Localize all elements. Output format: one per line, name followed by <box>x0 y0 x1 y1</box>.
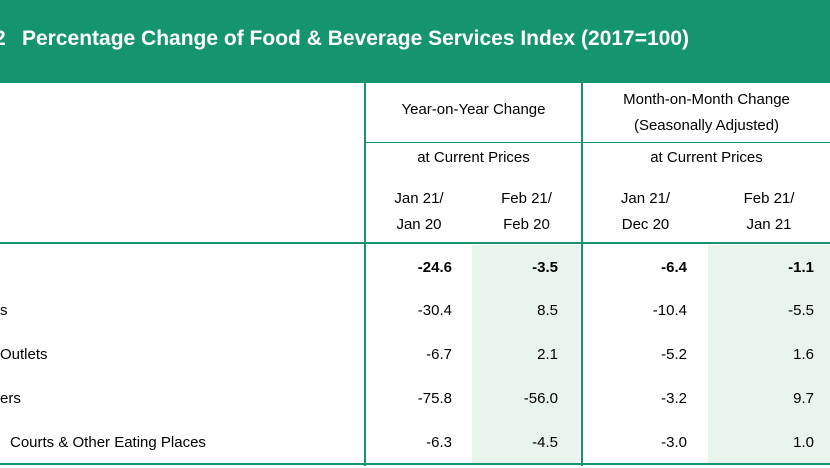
table-cell: -6.4 <box>661 259 687 276</box>
table-cell: -3.2 <box>661 390 687 407</box>
table-cell: 1.0 <box>793 434 814 451</box>
period-4-line2: Jan 21 <box>746 216 792 233</box>
table-cell: 2.1 <box>537 346 558 363</box>
shaded-column-yoy-feb <box>472 245 580 463</box>
period-3-line1: Jan 21/ <box>620 190 671 207</box>
header-mom-line2: (Seasonally Adjusted) <box>633 117 780 134</box>
table-cell: -24.6 <box>417 259 452 276</box>
row-label: Courts & Other Eating Places <box>10 434 206 451</box>
table-cell: 1.6 <box>793 346 814 363</box>
header-yoy-prices: at Current Prices <box>417 149 530 166</box>
table-cell: -75.8 <box>417 390 452 407</box>
table-cell: -5.2 <box>661 346 687 363</box>
period-2-line2: Feb 20 <box>503 216 550 233</box>
row-label: s <box>0 302 8 319</box>
period-1-line2: Jan 20 <box>396 216 442 233</box>
divider-yoy-mom <box>581 83 583 466</box>
row-label: Outlets <box>0 346 48 363</box>
table-cell: -30.4 <box>417 302 452 319</box>
header-yoy: Year-on-Year Change <box>401 101 546 118</box>
table-cell: -1.1 <box>788 259 814 276</box>
period-2-line1: Feb 21/ <box>501 190 552 207</box>
table-cell: -3.0 <box>661 434 687 451</box>
header-mom-prices: at Current Prices <box>650 149 763 166</box>
table-cell: -6.7 <box>426 346 452 363</box>
shaded-column-mom-feb <box>708 245 830 463</box>
table-title: Percentage Change of Food & Beverage Ser… <box>22 27 690 50</box>
table-cell: -56.0 <box>523 390 558 407</box>
table-cell: -5.5 <box>788 302 814 319</box>
header-mom-line1: Month-on-Month Change <box>623 91 790 108</box>
row-label: ers <box>0 390 21 407</box>
header-bottom-rule <box>0 242 830 244</box>
period-3-line2: Dec 20 <box>621 216 670 233</box>
period-1-line1: Jan 21/ <box>394 190 444 207</box>
table-cell: 9.7 <box>793 390 814 407</box>
table-number: 2 <box>0 27 6 51</box>
table-bottom-rule <box>0 463 830 465</box>
table-cell: -6.3 <box>426 434 452 451</box>
table-title-bar <box>0 0 830 83</box>
header-divider <box>366 142 830 143</box>
period-4-line1: Feb 21/ <box>743 190 795 207</box>
table-cell: -10.4 <box>652 302 687 319</box>
divider-label-column <box>364 83 366 466</box>
table-cell: 8.5 <box>537 302 558 319</box>
table-cell: -4.5 <box>532 434 558 451</box>
table-cell: -3.5 <box>532 259 558 276</box>
